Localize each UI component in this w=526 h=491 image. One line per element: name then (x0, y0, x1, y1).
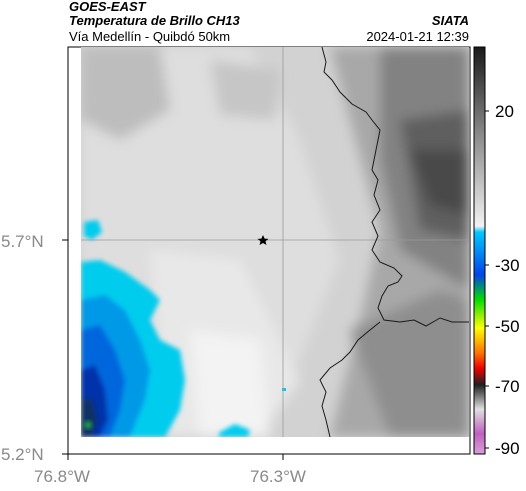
product-title: Temperatura de Brillo CH13 (69, 13, 240, 28)
colorbar-tick-label: 20 (495, 102, 514, 121)
lat-tick-label: 5.2°N (1, 445, 44, 464)
colorbar (473, 46, 486, 455)
colorbar-tick-label: -30 (495, 256, 520, 275)
location-subtitle: Vía Medellín - Quibdó 50km (69, 29, 231, 44)
colorbar-tick-label: -70 (495, 377, 520, 396)
agency-label: SIATA (431, 13, 469, 28)
colorbar-tick-label: -50 (495, 317, 520, 336)
department-border-south (319, 321, 381, 437)
lon-tick-label: 76.8°W (34, 467, 90, 486)
colorbar-tick-label: -90 (495, 439, 520, 458)
datetime-label: 2024-01-21 12:39 (366, 29, 469, 44)
brightness-temperature-layer (81, 47, 469, 437)
satellite-title: GOES-EAST (69, 0, 146, 14)
star-icon (257, 235, 269, 245)
lon-tick-label: 76.3°W (250, 467, 306, 486)
department-border (321, 47, 469, 327)
lat-tick-label: 5.7°N (1, 232, 44, 251)
